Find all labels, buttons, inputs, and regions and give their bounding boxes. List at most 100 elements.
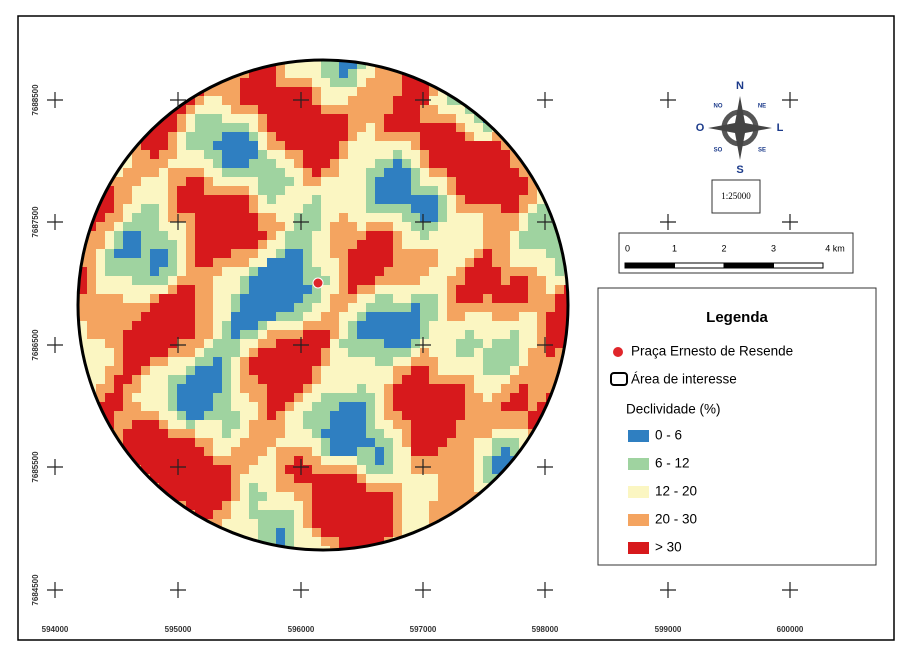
raster-cell <box>312 339 322 349</box>
raster-cell <box>348 384 358 394</box>
raster-cell <box>528 348 538 358</box>
raster-cell <box>330 312 340 322</box>
raster-cell <box>222 429 232 439</box>
raster-cell <box>519 312 529 322</box>
raster-cell <box>402 411 412 421</box>
raster-cell <box>222 132 232 142</box>
raster-cell <box>510 357 520 367</box>
legend-area-symbol <box>611 373 627 385</box>
raster-cell <box>285 213 295 223</box>
raster-cell <box>231 402 241 412</box>
raster-cell <box>384 213 394 223</box>
raster-cell <box>267 105 277 115</box>
raster-cell <box>267 132 277 142</box>
raster-cell <box>537 384 547 394</box>
raster-cell <box>492 321 502 331</box>
raster-cell <box>258 294 268 304</box>
raster-cell <box>375 321 385 331</box>
raster-cell <box>366 375 376 385</box>
raster-cell <box>249 159 259 169</box>
raster-cell <box>258 69 268 79</box>
raster-cell <box>366 231 376 241</box>
raster-cell <box>330 510 340 520</box>
raster-cell <box>204 276 214 286</box>
legend-classes-title: Declividade (%) <box>626 402 721 417</box>
raster-cell <box>492 438 502 448</box>
raster-cell <box>303 168 313 178</box>
raster-cell <box>258 312 268 322</box>
raster-cell <box>177 492 187 502</box>
raster-cell <box>321 528 331 538</box>
raster-cell <box>312 303 322 313</box>
raster-cell <box>519 231 529 241</box>
raster-cell <box>276 114 286 124</box>
raster-cell <box>429 321 439 331</box>
raster-cell <box>249 348 259 358</box>
raster-cell <box>168 420 178 430</box>
raster-cell <box>348 141 358 151</box>
raster-cell <box>492 168 502 178</box>
raster-cell <box>321 240 331 250</box>
raster-cell <box>285 132 295 142</box>
raster-cell <box>456 438 466 448</box>
raster-cell <box>312 501 322 511</box>
raster-cell <box>492 150 502 160</box>
raster-cell <box>222 501 232 511</box>
raster-cell <box>447 348 457 358</box>
raster-cell <box>150 168 160 178</box>
raster-cell <box>87 339 97 349</box>
raster-cell <box>465 267 475 277</box>
raster-cell <box>393 285 403 295</box>
raster-cell <box>159 330 169 340</box>
raster-cell <box>123 312 133 322</box>
raster-cell <box>348 438 358 448</box>
raster-cell <box>546 339 556 349</box>
raster-cell <box>555 303 565 313</box>
raster-cell <box>411 393 421 403</box>
raster-cell <box>303 420 313 430</box>
raster-cell <box>141 168 151 178</box>
raster-cell <box>213 510 223 520</box>
raster-cell <box>456 303 466 313</box>
raster-cell <box>276 294 286 304</box>
raster-cell <box>447 204 457 214</box>
raster-cell <box>393 420 403 430</box>
scale-label: 4 km <box>825 243 845 253</box>
raster-cell <box>519 258 529 268</box>
raster-cell <box>510 276 520 286</box>
raster-cell <box>402 474 412 484</box>
raster-cell <box>159 303 169 313</box>
raster-cell <box>204 159 214 169</box>
raster-cell <box>312 393 322 403</box>
raster-cell <box>447 402 457 412</box>
raster-cell <box>384 123 394 133</box>
raster-cell <box>510 249 520 259</box>
raster-cell <box>285 105 295 115</box>
raster-cell <box>294 348 304 358</box>
raster-cell <box>276 339 286 349</box>
raster-cell <box>447 456 457 466</box>
raster-cell <box>132 267 142 277</box>
raster-cell <box>429 420 439 430</box>
raster-cell <box>357 528 367 538</box>
raster-cell <box>276 213 286 223</box>
raster-cell <box>474 348 484 358</box>
raster-cell <box>384 429 394 439</box>
raster-cell <box>474 294 484 304</box>
raster-cell <box>123 366 133 376</box>
raster-cell <box>159 321 169 331</box>
raster-cell <box>267 285 277 295</box>
raster-cell <box>420 276 430 286</box>
raster-cell <box>483 285 493 295</box>
raster-cell <box>402 393 412 403</box>
raster-cell <box>258 456 268 466</box>
raster-cell <box>528 402 538 412</box>
raster-cell <box>204 411 214 421</box>
raster-cell <box>483 276 493 286</box>
raster-cell <box>150 213 160 223</box>
legend-swatch <box>628 542 649 554</box>
raster-cell <box>402 141 412 151</box>
raster-cell <box>330 411 340 421</box>
raster-cell <box>420 177 430 187</box>
raster-cell <box>168 195 178 205</box>
